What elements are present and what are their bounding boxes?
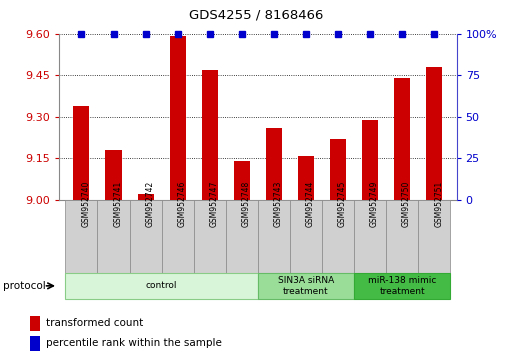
Text: GSM952751: GSM952751	[434, 181, 443, 227]
Bar	[66, 273, 258, 299]
Text: GSM952746: GSM952746	[177, 181, 187, 227]
Text: GSM952748: GSM952748	[242, 181, 251, 227]
Bar	[386, 200, 418, 273]
Bar	[394, 78, 410, 200]
Text: SIN3A siRNA
treatment: SIN3A siRNA treatment	[278, 276, 334, 296]
Bar	[234, 161, 250, 200]
Bar	[322, 200, 354, 273]
Text: GSM952747: GSM952747	[210, 181, 219, 227]
Text: GSM952741: GSM952741	[113, 181, 123, 227]
Bar	[354, 200, 386, 273]
Bar	[170, 36, 186, 200]
Bar	[97, 200, 129, 273]
Text: control: control	[146, 281, 177, 290]
Bar	[258, 200, 290, 273]
Bar	[362, 120, 378, 200]
Bar	[106, 150, 122, 200]
Bar	[202, 70, 218, 200]
Text: GSM952750: GSM952750	[402, 181, 411, 227]
Text: GSM952740: GSM952740	[82, 181, 90, 227]
Text: protocol: protocol	[3, 281, 45, 291]
Bar	[137, 194, 153, 200]
Bar	[266, 128, 282, 200]
Bar	[162, 200, 194, 273]
Bar	[30, 316, 41, 331]
Bar	[73, 106, 89, 200]
Bar	[426, 67, 442, 200]
Text: GDS4255 / 8168466: GDS4255 / 8168466	[189, 9, 324, 22]
Bar	[194, 200, 226, 273]
Text: GSM952742: GSM952742	[146, 181, 154, 227]
Bar	[298, 156, 314, 200]
Bar	[226, 200, 258, 273]
Bar	[66, 200, 97, 273]
Bar	[354, 273, 450, 299]
Bar	[130, 200, 162, 273]
Bar	[30, 336, 41, 350]
Text: GSM952749: GSM952749	[370, 181, 379, 227]
Bar	[330, 139, 346, 200]
Text: GSM952743: GSM952743	[274, 181, 283, 227]
Text: percentile rank within the sample: percentile rank within the sample	[47, 338, 222, 348]
Text: GSM952745: GSM952745	[338, 181, 347, 227]
Bar	[290, 200, 322, 273]
Bar	[418, 200, 450, 273]
Text: miR-138 mimic
treatment: miR-138 mimic treatment	[368, 276, 436, 296]
Text: GSM952744: GSM952744	[306, 181, 315, 227]
Text: transformed count: transformed count	[47, 318, 144, 329]
Bar	[258, 273, 354, 299]
